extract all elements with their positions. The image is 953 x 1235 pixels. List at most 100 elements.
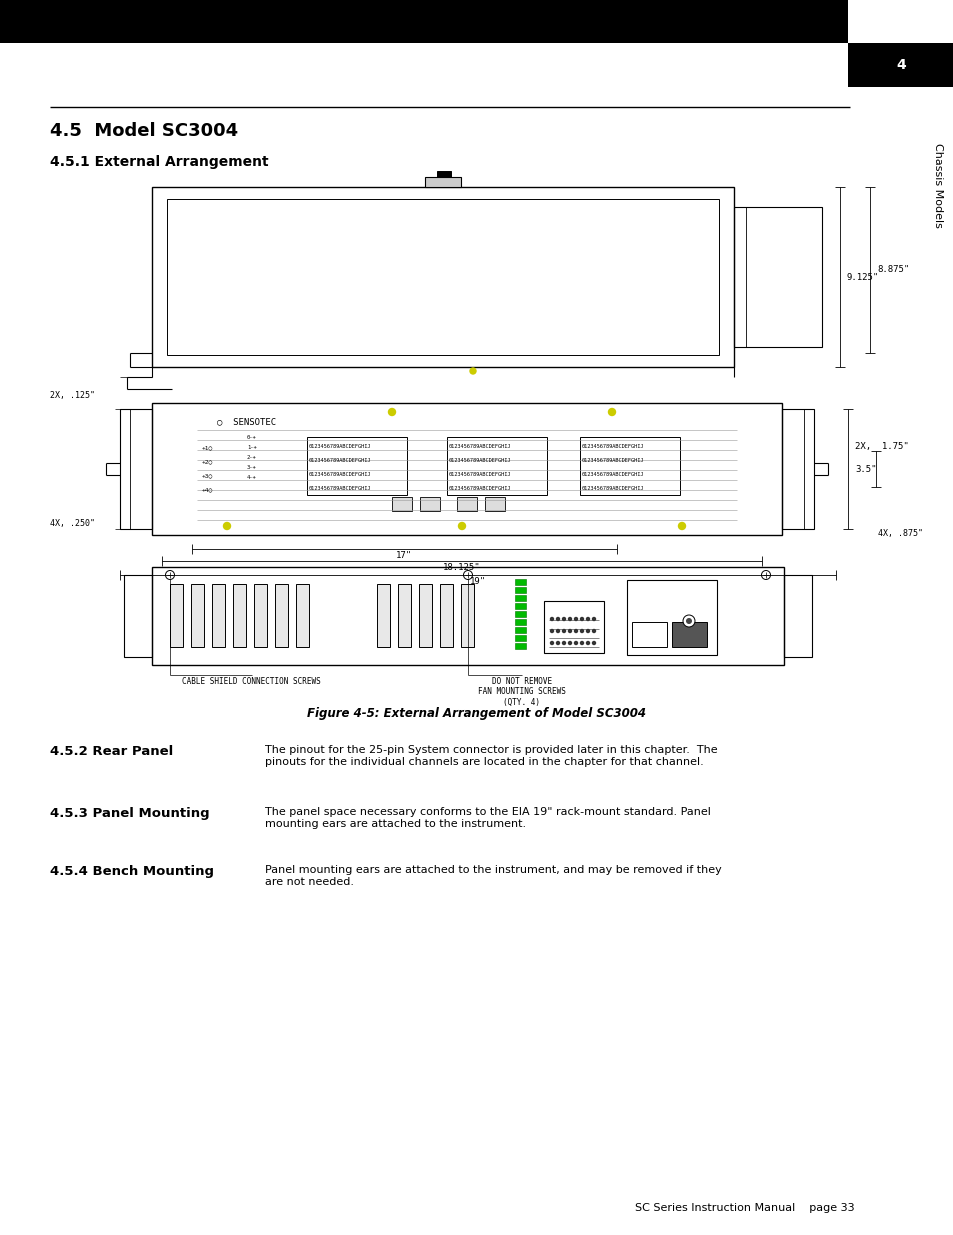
Bar — [515, 603, 525, 609]
Circle shape — [562, 618, 565, 620]
Circle shape — [608, 409, 615, 415]
Text: +3○: +3○ — [202, 473, 213, 478]
Circle shape — [562, 641, 565, 645]
Circle shape — [574, 630, 577, 632]
Circle shape — [586, 641, 589, 645]
Text: Figure 4-5: External Arrangement of Model SC3004: Figure 4-5: External Arrangement of Mode… — [307, 706, 646, 720]
Circle shape — [760, 571, 770, 579]
Circle shape — [586, 618, 589, 620]
Text: The panel space necessary conforms to the EIA 19" rack-mount standard. Panel
mou: The panel space necessary conforms to th… — [265, 806, 710, 829]
Circle shape — [388, 409, 395, 415]
Text: 4: 4 — [895, 58, 905, 72]
Bar — [0, 0, 847, 43]
Text: 0123456789ABCDEFGHIJ: 0123456789ABCDEFGHIJ — [449, 472, 511, 477]
Text: 4.5.2 Rear Panel: 4.5.2 Rear Panel — [50, 745, 173, 758]
Circle shape — [574, 641, 577, 645]
Bar — [631, 622, 666, 647]
Circle shape — [568, 618, 571, 620]
Text: 4X, .250": 4X, .250" — [50, 519, 95, 529]
Circle shape — [592, 641, 595, 645]
Bar — [120, 409, 152, 529]
Bar — [424, 177, 460, 186]
Circle shape — [556, 630, 558, 632]
Bar — [543, 601, 603, 653]
Text: 3-+: 3-+ — [247, 466, 256, 471]
Bar — [515, 635, 525, 641]
Circle shape — [574, 618, 577, 620]
Bar — [419, 496, 439, 511]
Text: 0-+: 0-+ — [247, 435, 256, 440]
Circle shape — [586, 630, 589, 632]
Bar — [418, 584, 432, 647]
Bar — [447, 437, 546, 495]
Circle shape — [568, 641, 571, 645]
Bar — [484, 496, 504, 511]
Circle shape — [685, 618, 691, 624]
Bar — [515, 587, 525, 593]
Text: ○  SENSOTEC: ○ SENSOTEC — [216, 417, 275, 426]
Bar — [515, 579, 525, 585]
Text: 0123456789ABCDEFGHIJ: 0123456789ABCDEFGHIJ — [449, 445, 511, 450]
Circle shape — [223, 522, 231, 530]
Bar — [436, 170, 451, 177]
Text: 8.875": 8.875" — [876, 266, 908, 274]
Bar — [397, 584, 411, 647]
Text: 3.5": 3.5" — [854, 464, 876, 473]
Text: 2X,  1.75": 2X, 1.75" — [854, 442, 908, 452]
Bar — [456, 496, 476, 511]
Text: +1○: +1○ — [202, 445, 213, 450]
Circle shape — [562, 630, 565, 632]
Bar — [515, 595, 525, 601]
Bar — [439, 584, 453, 647]
Circle shape — [579, 630, 583, 632]
Text: Chassis Models: Chassis Models — [932, 142, 942, 227]
Text: 19": 19" — [470, 577, 485, 585]
Bar — [626, 580, 717, 655]
Text: 1-+: 1-+ — [247, 445, 256, 450]
Text: 4.5.1 External Arrangement: 4.5.1 External Arrangement — [50, 156, 269, 169]
Circle shape — [550, 630, 553, 632]
Circle shape — [556, 618, 558, 620]
Bar — [783, 576, 811, 657]
Bar — [671, 622, 706, 647]
Circle shape — [568, 630, 571, 632]
Text: DO NOT REMOVE
FAN MOUNTING SCREWS
(QTY. 4): DO NOT REMOVE FAN MOUNTING SCREWS (QTY. … — [477, 677, 565, 706]
Bar — [170, 584, 183, 647]
Text: 4.5.4 Bench Mounting: 4.5.4 Bench Mounting — [50, 864, 213, 878]
Bar — [781, 409, 813, 529]
Text: +4○: +4○ — [202, 487, 213, 492]
Bar — [515, 643, 525, 650]
Text: 0123456789ABCDEFGHIJ: 0123456789ABCDEFGHIJ — [309, 487, 371, 492]
Bar — [307, 437, 407, 495]
Text: 0123456789ABCDEFGHIJ: 0123456789ABCDEFGHIJ — [449, 458, 511, 463]
Circle shape — [678, 522, 685, 530]
Bar — [233, 584, 246, 647]
Text: 4-+: 4-+ — [247, 475, 256, 480]
Text: Panel mounting ears are attached to the instrument, and may be removed if they
a: Panel mounting ears are attached to the … — [265, 864, 721, 887]
Text: 4.5.3 Panel Mounting: 4.5.3 Panel Mounting — [50, 806, 210, 820]
Text: +2○: +2○ — [202, 459, 213, 464]
Bar — [152, 403, 781, 535]
Text: 4X, .875": 4X, .875" — [877, 529, 923, 538]
Bar — [167, 199, 719, 354]
Circle shape — [592, 630, 595, 632]
Text: 2-+: 2-+ — [247, 454, 256, 459]
Text: 9.125": 9.125" — [846, 273, 879, 282]
Circle shape — [463, 571, 472, 579]
Bar — [253, 584, 267, 647]
Bar — [152, 567, 783, 664]
Circle shape — [470, 368, 476, 374]
Bar — [579, 437, 679, 495]
Text: 18.125": 18.125" — [443, 563, 480, 572]
Bar — [515, 627, 525, 634]
Bar — [733, 207, 821, 347]
Text: CABLE SHIELD CONNECTION SCREWS: CABLE SHIELD CONNECTION SCREWS — [182, 677, 320, 685]
Bar — [274, 584, 288, 647]
Text: 0123456789ABCDEFGHIJ: 0123456789ABCDEFGHIJ — [309, 472, 371, 477]
Text: 2X, .125": 2X, .125" — [50, 391, 95, 400]
Circle shape — [550, 618, 553, 620]
Bar — [191, 584, 204, 647]
Bar — [460, 584, 474, 647]
Text: 0123456789ABCDEFGHIJ: 0123456789ABCDEFGHIJ — [581, 445, 644, 450]
Bar — [124, 576, 152, 657]
